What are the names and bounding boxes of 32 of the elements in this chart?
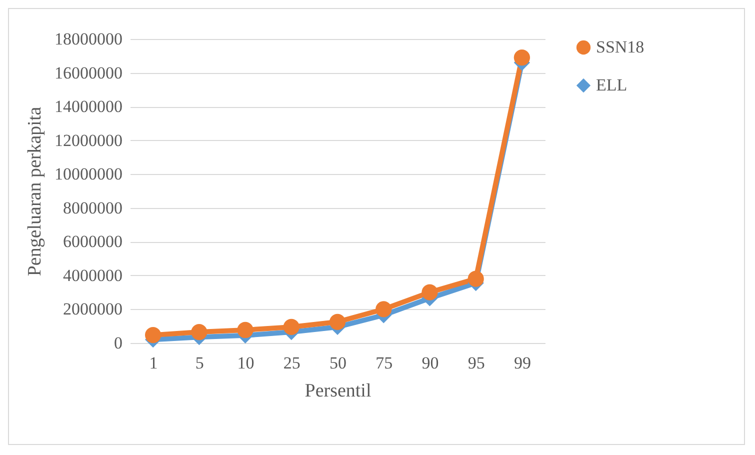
y-tick-label: 18000000 [54,30,122,48]
x-tick-label: 95 [468,354,485,372]
y-tick-label: 0 [114,334,122,352]
y-tick-label: 16000000 [54,63,122,82]
y-tick-label: 8000000 [63,198,122,218]
point [329,314,346,330]
x-tick-label: 75 [376,354,393,372]
point [237,322,254,338]
point [191,324,208,340]
y-tick-label: 6000000 [63,232,122,252]
x-tick-label: 50 [330,354,346,372]
y-tick-label: 4000000 [63,266,122,285]
point [422,284,438,300]
legend-label: ELL [596,76,628,94]
y-tick-label: 2000000 [63,300,122,319]
point [283,318,300,335]
point [514,50,530,66]
legend-label: SSN18 [596,38,644,56]
x-tick-label: 90 [422,354,439,372]
point [468,270,484,287]
x-tick-label: 5 [195,354,204,372]
x-tick-label: 1 [149,354,158,372]
x-tick-label: 99 [514,354,531,372]
y-tick-label: 10000000 [54,164,122,184]
y-tick-label: 14000000 [54,97,122,116]
x-tick-label: 25 [283,354,300,372]
y-tick-label: 12000000 [54,130,122,150]
y-axis-title: Pengeluaran perkapita [24,106,46,276]
point [376,301,392,318]
point [144,327,162,344]
x-tick-label: 10 [237,354,254,372]
x-axis-title: Persentil [304,380,372,402]
